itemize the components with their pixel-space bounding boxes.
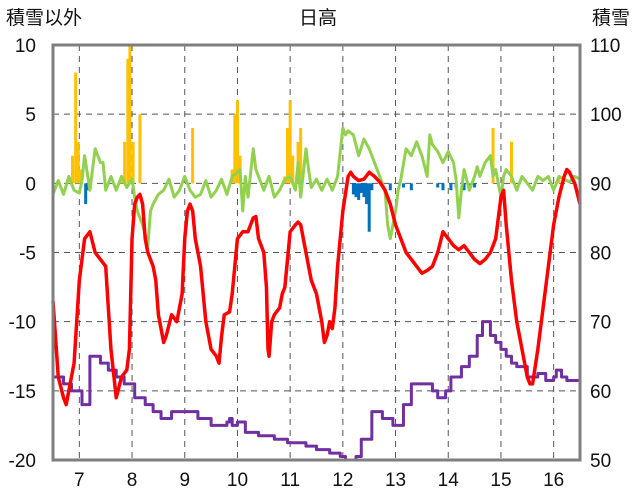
- x-axis-ticks: 7 8 9 10 11 12 13 14 15 16: [74, 470, 564, 491]
- x-tick-label: 13: [385, 470, 406, 491]
- snowfall-loss-bar: [357, 183, 361, 200]
- left-axis-title: 積雪以外: [6, 7, 82, 29]
- snowfall-loss-bar: [354, 183, 358, 198]
- plot-frame: [51, 43, 582, 462]
- chart-title: 日高: [299, 7, 337, 29]
- snowfall-loss-bar: [351, 183, 355, 195]
- x-tick-label: 7: [74, 470, 85, 491]
- left-axis-ticks: 10 5 0 -5 -10 -15 -20: [9, 36, 36, 472]
- snowfall-loss-bar: [401, 183, 405, 188]
- snowfall-loss-bar: [436, 183, 440, 188]
- snowfall-loss-bar: [362, 183, 366, 198]
- precipitation-bar: [138, 114, 142, 184]
- snowfall-loss-bar: [359, 183, 363, 194]
- x-tick-label: 16: [543, 470, 564, 491]
- precipitation-bar: [131, 141, 135, 184]
- lines-layer: [51, 126, 582, 462]
- precipitation-bar: [291, 155, 295, 184]
- x-tick-label: 15: [490, 470, 511, 491]
- precipitation-bar: [74, 72, 78, 184]
- snowfall-loss-bar: [449, 183, 453, 191]
- precipitation-bar: [126, 58, 130, 184]
- right-tick-label: 70: [590, 313, 611, 334]
- x-tick-label: 14: [438, 470, 460, 491]
- snowfall-loss-bar: [367, 183, 371, 232]
- right-tick-label: 60: [590, 382, 611, 403]
- precipitation-bar: [120, 179, 124, 184]
- left-tick-label: 5: [25, 105, 36, 126]
- snowfall-loss-bar: [365, 183, 369, 205]
- temperature-line: [51, 167, 582, 407]
- bars-layer: [70, 45, 561, 232]
- precipitation-bar: [491, 128, 495, 184]
- humidity-like-line: [51, 126, 581, 248]
- snowfall-loss-bar: [409, 183, 413, 191]
- x-tick-label: 8: [127, 470, 138, 491]
- precipitation-bar: [191, 128, 195, 184]
- snowfall-loss-bar: [370, 183, 374, 191]
- precipitation-bar: [288, 100, 292, 184]
- snowfall-loss-bar: [388, 183, 392, 191]
- right-tick-label: 90: [590, 174, 611, 195]
- precipitation-bar: [286, 128, 290, 184]
- right-tick-label: 110: [590, 36, 620, 57]
- precipitation-bar: [299, 128, 303, 184]
- snow-depth-line: [53, 320, 580, 462]
- right-axis-title: 積雪: [592, 7, 630, 29]
- left-tick-label: -15: [9, 382, 36, 403]
- snowfall-loss-bar: [441, 183, 445, 191]
- right-tick-label: 50: [590, 451, 611, 472]
- left-tick-label: 10: [15, 36, 36, 57]
- precipitation-bar: [235, 100, 239, 184]
- left-tick-label: -10: [9, 313, 36, 334]
- left-tick-label: -5: [19, 244, 36, 265]
- left-tick-label: -20: [9, 451, 36, 472]
- x-tick-label: 12: [332, 470, 353, 491]
- precipitation-bar: [70, 155, 74, 184]
- precipitation-bar: [128, 45, 132, 184]
- precipitation-bar: [123, 141, 127, 184]
- right-axis-ticks: 110 100 90 80 70 60 50: [590, 36, 622, 472]
- precipitation-bar: [76, 141, 80, 184]
- precipitation-bar: [509, 141, 513, 184]
- snowfall-loss-bar: [473, 183, 477, 188]
- right-tick-label: 80: [590, 244, 611, 265]
- right-tick-label: 100: [590, 105, 622, 126]
- x-tick-label: 10: [227, 470, 248, 491]
- x-tick-label: 11: [280, 470, 300, 491]
- snowfall-loss-bar: [462, 183, 466, 191]
- precipitation-bar: [233, 114, 237, 184]
- snowfall-loss-bar: [84, 183, 88, 205]
- left-tick-label: 0: [25, 174, 36, 195]
- x-tick-label: 9: [179, 470, 190, 491]
